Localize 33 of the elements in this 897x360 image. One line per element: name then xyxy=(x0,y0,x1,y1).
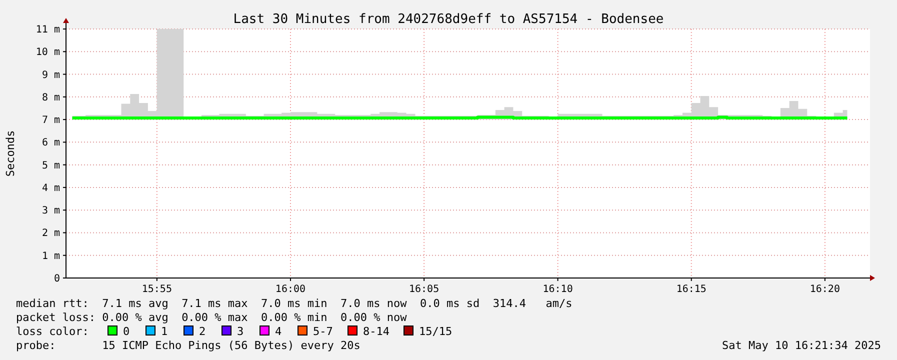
x-tick-label: 16:15 xyxy=(676,284,706,295)
x-tick-label: 15:55 xyxy=(142,284,172,295)
x-tick-label: 16:05 xyxy=(409,284,440,295)
y-tick-label: 10 m xyxy=(36,47,60,58)
y-tick-label: 11 m xyxy=(36,24,60,36)
text: median rtt: 7.1 ms avg 7.1 ms max 7.0 ms min 7.0 ms now 0.0 ms sd 314.4 am/s xyxy=(16,297,572,310)
text: 15/15 xyxy=(419,325,452,338)
text: 4 xyxy=(275,325,282,338)
text: packet loss: 0.00 % avg 0.00 % max 0.00 % min 0.00 % now xyxy=(16,311,408,324)
y-tick-label: 2 m xyxy=(42,228,60,240)
y-tick-label: 0 xyxy=(54,274,60,284)
text: 8-14 xyxy=(363,325,390,338)
y-tick-label: 5 m xyxy=(42,160,60,172)
y-tick-label: 8 m xyxy=(42,92,60,104)
x-tick-label: 16:00 xyxy=(275,284,306,295)
text: 0 xyxy=(123,325,130,338)
text: Sat May 10 16:21:34 2025 xyxy=(722,339,881,352)
y-tick-label: 1 m xyxy=(42,250,60,262)
x-tick-label: 16:10 xyxy=(542,284,573,295)
text: 2 xyxy=(199,325,206,338)
y-tick-label: 7 m xyxy=(42,115,60,126)
y-tick-label: 9 m xyxy=(42,70,60,81)
text: 3 xyxy=(237,325,244,338)
y-tick-label: 6 m xyxy=(42,138,60,149)
text: probe: 15 ICMP Echo Pings (56 Bytes) every 20s xyxy=(16,339,360,352)
text: 5-7 xyxy=(313,325,333,338)
chart-title: Last 30 Minutes from 2402768d9eff to AS57154 - Bodensee xyxy=(233,12,664,27)
text: 1 xyxy=(161,325,168,338)
y-tick-label: 3 m xyxy=(42,206,60,217)
x-tick-label: 16:20 xyxy=(810,284,840,295)
y-axis-title: Seconds xyxy=(4,130,17,177)
text: loss color: xyxy=(16,325,89,338)
y-tick-label: 4 m xyxy=(42,182,60,194)
